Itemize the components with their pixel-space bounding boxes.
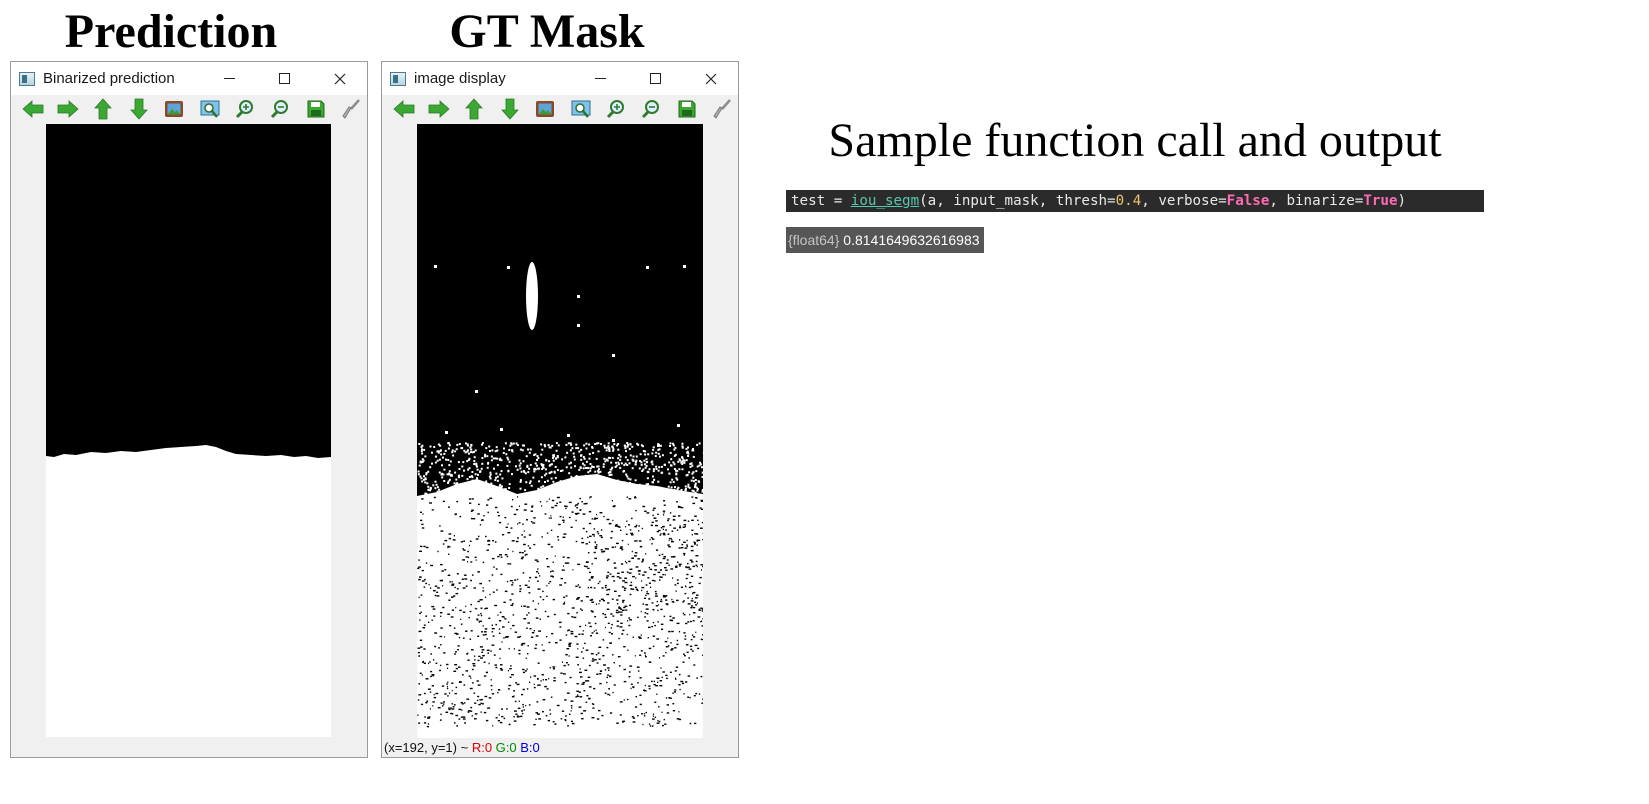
arrow-left-button[interactable]	[386, 96, 421, 122]
save-icon	[307, 100, 325, 118]
status-g: G:0	[495, 740, 517, 755]
zoom-in-button[interactable]	[227, 96, 262, 122]
status-coords: (x=192, y=1) ~	[384, 740, 472, 755]
sample-heading: Sample function call and output	[828, 114, 1442, 167]
save-button[interactable]	[298, 96, 333, 122]
status-bar: (x=192, y=1) ~ R:0 G:0 B:0	[382, 739, 540, 757]
arrow-right-icon	[57, 99, 79, 119]
arrow-right-icon	[428, 99, 450, 119]
window-title: image display	[414, 70, 506, 87]
minimize-button[interactable]	[202, 62, 257, 95]
output-value: {float64} 0.8141649632616983	[786, 227, 984, 253]
arrow-up-icon	[464, 98, 484, 120]
gt-mask-image[interactable]	[417, 124, 703, 738]
code-line: test = iou_segm(a, input_mask, thresh=0.…	[786, 190, 1484, 212]
zoom-fit-button[interactable]	[192, 96, 227, 122]
zoom-fit-icon	[200, 99, 220, 119]
clear-brush-icon	[341, 99, 361, 119]
function-name[interactable]: iou_segm	[850, 193, 920, 209]
clear-brush-button[interactable]	[705, 96, 740, 122]
code-part: test =	[791, 193, 851, 209]
close-button[interactable]	[312, 62, 367, 95]
code-part: (a, input_mask, thresh=	[919, 193, 1116, 209]
close-button[interactable]	[683, 62, 738, 95]
output-type: {float64}	[788, 232, 840, 248]
maximize-button[interactable]	[628, 62, 683, 95]
prediction-image[interactable]	[46, 124, 331, 737]
clear-brush-button[interactable]	[334, 96, 369, 122]
arrow-down-icon	[129, 98, 149, 120]
code-keyword: True	[1363, 193, 1398, 209]
minimize-button[interactable]	[573, 62, 628, 95]
clear-brush-icon	[712, 99, 732, 119]
arrow-right-button[interactable]	[421, 96, 456, 122]
image-display-window[interactable]: image display (x=192, y=1) ~ R:0 G:0 B:0	[381, 61, 739, 758]
code-keyword: False	[1226, 193, 1270, 209]
app-icon	[19, 71, 35, 86]
show-image-button[interactable]	[157, 96, 192, 122]
show-image-icon	[164, 100, 184, 118]
zoom-fit-button[interactable]	[563, 96, 598, 122]
zoom-in-icon	[235, 99, 255, 119]
zoom-in-icon	[606, 99, 626, 119]
binarized-prediction-window[interactable]: Binarized prediction	[10, 61, 368, 758]
save-icon	[678, 100, 696, 118]
zoom-out-button[interactable]	[634, 96, 669, 122]
zoom-out-button[interactable]	[263, 96, 298, 122]
app-icon	[390, 71, 406, 86]
status-r: R:0	[471, 740, 493, 755]
show-image-icon	[535, 100, 555, 118]
window-title: Binarized prediction	[43, 70, 175, 87]
title-bar[interactable]: image display	[382, 62, 738, 95]
code-part: )	[1397, 193, 1407, 209]
arrow-up-icon	[93, 98, 113, 120]
arrow-left-icon	[393, 99, 415, 119]
code-part: , binarize=	[1269, 193, 1364, 209]
zoom-out-icon	[270, 99, 290, 119]
arrow-down-button[interactable]	[492, 96, 527, 122]
code-part: , verbose=	[1141, 193, 1227, 209]
toolbar	[382, 95, 738, 123]
arrow-down-button[interactable]	[121, 96, 156, 122]
status-b: B:0	[520, 740, 540, 755]
arrow-left-icon	[22, 99, 44, 119]
output-number: 0.8141649632616983	[839, 232, 980, 248]
maximize-button[interactable]	[257, 62, 312, 95]
show-image-button[interactable]	[528, 96, 563, 122]
zoom-out-icon	[641, 99, 661, 119]
arrow-right-button[interactable]	[50, 96, 85, 122]
arrow-up-button[interactable]	[86, 96, 121, 122]
zoom-in-button[interactable]	[598, 96, 633, 122]
arrow-down-icon	[500, 98, 520, 120]
arrow-up-button[interactable]	[457, 96, 492, 122]
arrow-left-button[interactable]	[15, 96, 50, 122]
title-bar[interactable]: Binarized prediction	[11, 62, 367, 95]
zoom-fit-icon	[571, 99, 591, 119]
prediction-heading: Prediction	[64, 5, 278, 58]
gt-mask-heading: GT Mask	[449, 5, 645, 58]
toolbar	[11, 95, 367, 123]
code-number: 0.4	[1115, 193, 1142, 209]
save-button[interactable]	[669, 96, 704, 122]
